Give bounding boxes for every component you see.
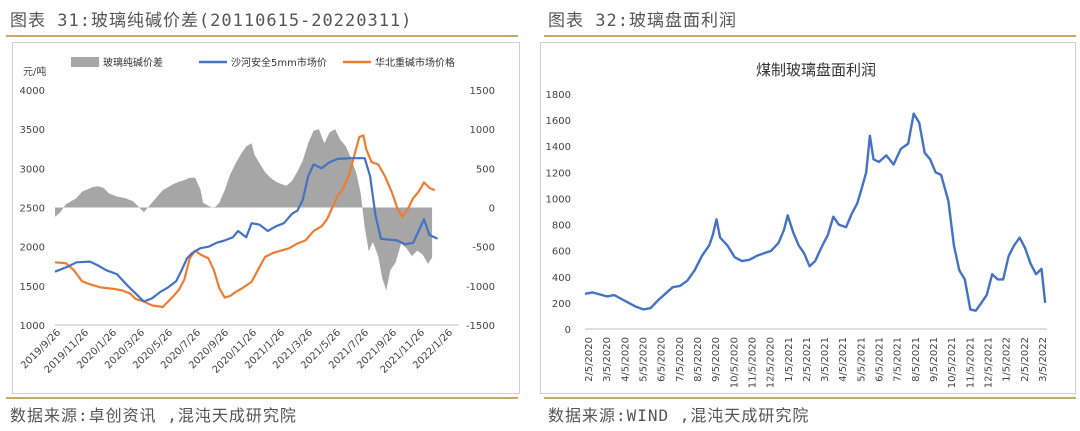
x-tick-label: 3/5/2022 bbox=[1038, 337, 1049, 382]
y-tick-label: 0 bbox=[565, 325, 571, 336]
series-line-glass bbox=[54, 157, 438, 303]
spread-chart: 1000 1500 2000 2500 3000 3500 4000 -1500 -1000 -5… bbox=[19, 56, 495, 376]
left-source-rule bbox=[6, 397, 518, 399]
left-y-tick-label: 1500 bbox=[20, 282, 45, 293]
legend-swatch-spread bbox=[71, 57, 99, 67]
right-y-tick-label: 1000 bbox=[470, 125, 495, 136]
x-tick-label: 2/5/2021 bbox=[802, 337, 813, 382]
right-y-tick-label: 1500 bbox=[470, 86, 495, 97]
y-tick-label: 800 bbox=[552, 221, 571, 232]
left-y-tick-label: 2000 bbox=[20, 243, 45, 254]
left-y-tick-label: 3000 bbox=[20, 164, 45, 175]
x-tick-label: 5/5/2020 bbox=[638, 337, 649, 382]
x-tick-label: 10/5/2020 bbox=[729, 337, 740, 388]
x-tick-label: 8/5/2021 bbox=[911, 337, 922, 382]
y-tick-label: 400 bbox=[552, 273, 571, 284]
x-tick-label: 5/5/2021 bbox=[856, 337, 867, 382]
left-figure-title: 图表 31:玻璃纯碱价差(20110615-20220311) bbox=[10, 11, 413, 31]
x-tick-label: 1/5/2022 bbox=[1002, 337, 1013, 382]
y-tick-label: 600 bbox=[552, 247, 571, 258]
right-y-tick-label: -1500 bbox=[466, 321, 495, 332]
x-tick-label: 9/5/2020 bbox=[711, 337, 722, 382]
y-tick-label: 1000 bbox=[546, 194, 571, 205]
x-tick-label: 10/5/2021 bbox=[947, 337, 958, 388]
chart-title: 煤制玻璃盘面利润 bbox=[756, 61, 876, 79]
left-y-tick-label: 2500 bbox=[20, 204, 45, 215]
left-y-tick-label: 3500 bbox=[20, 125, 45, 136]
x-tick-label: 2/5/2022 bbox=[1020, 337, 1031, 382]
right-figure-panel: 图表 32:玻璃盘面利润 煤制玻璃盘面利润 0 200 400 600 800 1000 12… bbox=[538, 0, 1080, 431]
right-source-rule bbox=[544, 397, 1076, 399]
x-tick-label: 12/5/2021 bbox=[984, 337, 995, 388]
series-area-spread bbox=[55, 129, 433, 291]
y-tick-label: 1200 bbox=[546, 168, 571, 179]
x-tick-label: 8/5/2020 bbox=[693, 337, 704, 382]
x-tick-label: 11/5/2021 bbox=[965, 337, 976, 388]
x-tick-label: 6/5/2021 bbox=[875, 337, 886, 382]
right-y-tick-label: 500 bbox=[476, 164, 495, 175]
x-tick-label: 3/5/2021 bbox=[820, 337, 831, 382]
left-y-tick-label: 1000 bbox=[20, 321, 45, 332]
profit-chart: 煤制玻璃盘面利润 0 200 400 600 800 1000 1200 1400 1600 180… bbox=[546, 61, 1049, 388]
x-tick-label: 12/5/2020 bbox=[766, 337, 777, 388]
x-tick-label: 7/5/2021 bbox=[893, 337, 904, 382]
legend-label-soda: 华北重碱市场价格 bbox=[375, 56, 455, 69]
chart-legend: 玻璃纯碱价差 沙河安全5mm市场价 华北重碱市场价格 bbox=[71, 56, 455, 69]
left-y-tick-label: 4000 bbox=[20, 86, 45, 97]
x-tick-label: 11/5/2020 bbox=[747, 337, 758, 388]
legend-label-glass: 沙河安全5mm市场价 bbox=[231, 56, 327, 69]
x-tick-label: 6/5/2020 bbox=[657, 337, 668, 382]
right-y-tick-label: -500 bbox=[472, 243, 495, 254]
spread-chart-frame: 1000 1500 2000 2500 3000 3500 4000 -1500 -1000 -5… bbox=[12, 42, 520, 394]
left-source-note: 数据来源:卓创资讯 ,混沌天成研究院 bbox=[10, 406, 297, 425]
left-axis-unit-label: 元/吨 bbox=[23, 65, 46, 78]
series-line-soda bbox=[54, 134, 436, 309]
x-tick-label: 4/5/2020 bbox=[620, 337, 631, 382]
right-figure-title: 图表 32:玻璃盘面利润 bbox=[548, 11, 737, 31]
legend-label-spread: 玻璃纯碱价差 bbox=[103, 56, 163, 69]
y-tick-label: 200 bbox=[552, 299, 571, 310]
y-tick-label: 1400 bbox=[546, 142, 571, 153]
x-tick-label: 2/5/2020 bbox=[584, 337, 595, 382]
x-tick-label: 7/5/2020 bbox=[675, 337, 686, 382]
x-tick-label: 3/5/2020 bbox=[602, 337, 613, 382]
right-y-tick-label: -1000 bbox=[466, 282, 495, 293]
x-tick-label: 4/5/2021 bbox=[838, 337, 849, 382]
right-source-note: 数据来源:WIND ,混沌天成研究院 bbox=[548, 406, 810, 425]
y-tick-label: 1600 bbox=[546, 116, 571, 127]
x-tick-label: 1/5/2021 bbox=[784, 337, 795, 382]
right-y-tick-label: 0 bbox=[489, 204, 495, 215]
left-title-rule bbox=[6, 35, 518, 37]
left-figure-panel: 图表 31:玻璃纯碱价差(20110615-20220311) 1000 1500… bbox=[0, 0, 522, 431]
x-tick-label: 9/5/2021 bbox=[929, 337, 940, 382]
right-title-rule bbox=[544, 35, 1076, 37]
series-line-profit bbox=[584, 112, 1047, 312]
y-tick-label: 1800 bbox=[546, 90, 571, 101]
profit-chart-frame: 煤制玻璃盘面利润 0 200 400 600 800 1000 1200 1400 1600 180… bbox=[540, 42, 1076, 394]
